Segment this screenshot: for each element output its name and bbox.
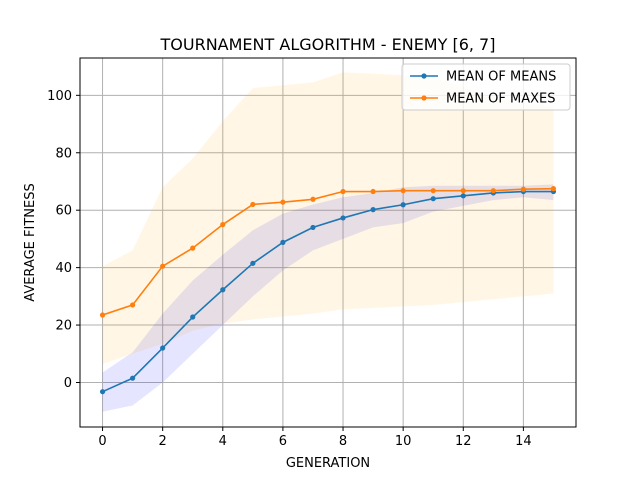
legend-marker: [421, 95, 427, 101]
data-point: [370, 188, 376, 195]
confidence-band: [102, 72, 554, 364]
legend-label: MEAN OF MAXES: [446, 92, 556, 107]
axes-frame: [79, 57, 577, 428]
chart-title: TOURNAMENT ALGORITHM - ENEMY [6, 7]: [160, 35, 496, 54]
y-tick-label: 60: [55, 204, 72, 219]
data-point: [310, 224, 316, 231]
y-tick-label: 20: [55, 319, 72, 334]
data-point: [250, 260, 256, 266]
data-point: [460, 193, 466, 199]
legend-label: MEAN OF MEANS: [446, 70, 556, 85]
data-point: [430, 196, 436, 202]
x-tick-label: 12: [455, 434, 472, 449]
y-tick-label: 40: [55, 261, 72, 276]
data-point: [280, 199, 286, 205]
series-lines: [99, 186, 557, 395]
confidence-bands: [102, 72, 554, 412]
data-point: [130, 375, 136, 381]
grid: [80, 58, 576, 427]
series-line: [102, 190, 554, 393]
ticks: 0 2 4 6 8 10 12 14 0 20 40 60 80 100: [47, 89, 531, 449]
x-tick-label: 0: [98, 434, 106, 449]
x-tick-label: 14: [515, 434, 532, 449]
data-point: [99, 312, 106, 318]
data-point: [220, 287, 226, 293]
data-point: [550, 186, 557, 192]
data-point: [160, 345, 166, 351]
confidence-band: [102, 184, 554, 412]
data-point: [190, 245, 196, 251]
data-point: [190, 314, 196, 320]
legend: MEAN OF MEANS MEAN OF MAXES: [401, 63, 571, 111]
x-axis-label: GENERATION: [286, 456, 370, 471]
data-point: [400, 202, 406, 208]
legend-box: [401, 63, 571, 111]
data-point: [340, 215, 346, 221]
data-point: [130, 302, 136, 308]
data-point: [490, 188, 496, 194]
data-point: [370, 207, 376, 213]
x-tick-label: 4: [219, 434, 227, 449]
x-tick-label: 10: [395, 434, 412, 449]
x-tick-label: 8: [339, 434, 347, 449]
y-tick-label: 0: [64, 376, 72, 391]
y-tick-label: 100: [47, 89, 72, 104]
legend-marker: [421, 73, 427, 79]
x-tick-label: 6: [279, 434, 287, 449]
data-point: [340, 188, 346, 195]
data-point: [99, 389, 106, 395]
data-point: [430, 188, 436, 194]
data-point: [160, 263, 166, 269]
y-tick-label: 80: [55, 146, 72, 161]
data-point: [400, 188, 406, 194]
data-point: [460, 188, 466, 194]
x-tick-label: 2: [159, 434, 167, 449]
data-point: [520, 186, 526, 192]
data-point: [310, 196, 316, 202]
data-point: [250, 201, 256, 208]
data-point: [220, 221, 226, 228]
series-line: [102, 187, 554, 316]
data-point: [280, 239, 286, 245]
y-axis-label: AVERAGE FITNESS: [23, 183, 38, 301]
